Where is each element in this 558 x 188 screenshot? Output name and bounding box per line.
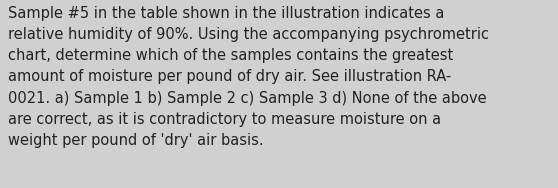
Text: Sample #5 in the table shown in the illustration indicates a
relative humidity o: Sample #5 in the table shown in the illu… — [8, 6, 489, 148]
